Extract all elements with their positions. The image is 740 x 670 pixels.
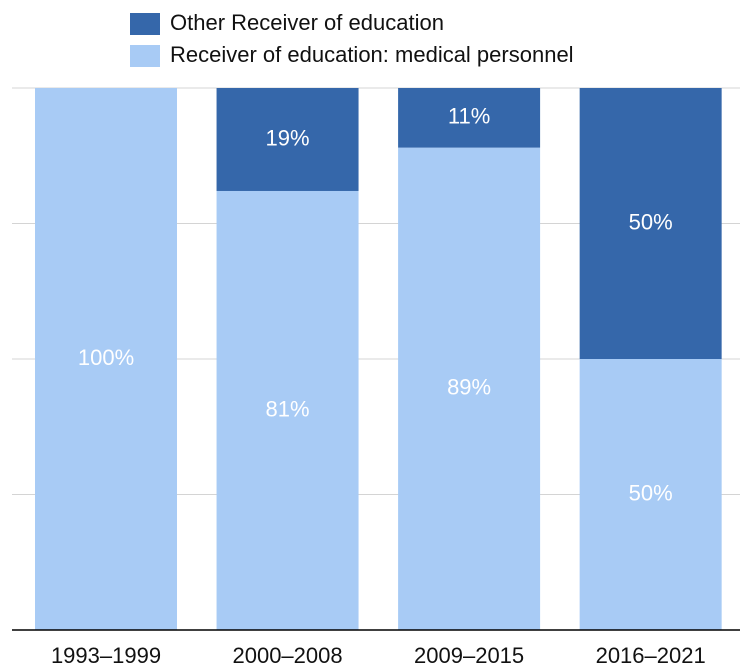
data-label: 89% — [447, 375, 491, 400]
data-label: 11% — [448, 104, 490, 129]
bar-segment — [398, 88, 541, 148]
legend-label: Receiver of education: medical personnel — [170, 42, 574, 67]
data-label: 50% — [629, 209, 673, 234]
bar-segment — [579, 88, 722, 359]
legend-label: Other Receiver of education — [170, 10, 444, 35]
bar-segment — [216, 190, 359, 631]
bar-segment — [398, 147, 541, 630]
bar-segment — [579, 359, 722, 630]
bar-segment — [35, 88, 177, 630]
x-tick-label: 2000–2008 — [232, 643, 342, 668]
legend-swatch — [130, 45, 160, 67]
data-label: 81% — [266, 396, 310, 421]
x-tick-label: 1993–1999 — [51, 643, 161, 668]
data-label: 19% — [266, 125, 310, 150]
data-label: 50% — [629, 480, 673, 505]
bar-segment — [216, 88, 359, 191]
x-tick-label: 2009–2015 — [414, 643, 524, 668]
x-tick-label: 2016–2021 — [596, 643, 706, 668]
data-label: 100% — [78, 345, 134, 370]
legend-swatch — [130, 13, 160, 35]
